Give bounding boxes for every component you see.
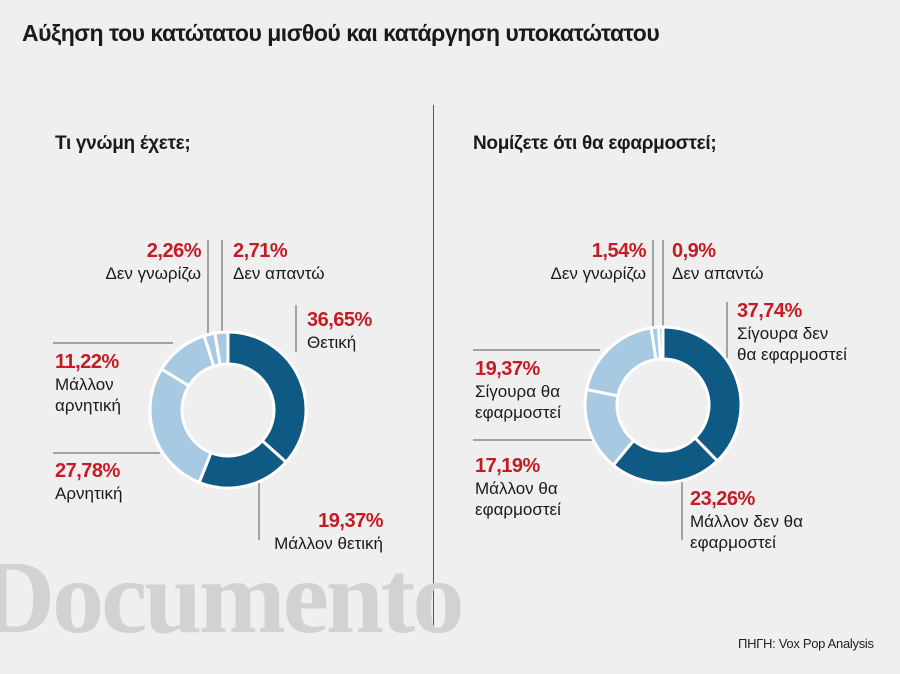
- pct-rather-will: 17,19%: [475, 455, 540, 477]
- donut-slice-0-2: [148, 366, 213, 485]
- pct-rather-negative: 11,22%: [55, 351, 119, 373]
- pct-no-answer-2: 0,9%: [672, 240, 716, 262]
- donut-chart-implementation: [583, 325, 743, 485]
- label-no-answer-2: 0,9% Δεν απαντώ: [672, 240, 764, 284]
- pct-surely-will: 19,37%: [475, 358, 540, 380]
- text-rather-negative: Μάλλον αρνητική: [55, 375, 121, 415]
- label-surely-not: 37,74% Σίγουρα δεν θα εφαρμοστεί: [737, 300, 847, 365]
- donut-slice-1-5: [657, 325, 665, 361]
- source-note: ΠΗΓΗ: Vox Pop Analysis: [738, 636, 874, 651]
- donut-chart-opinion: [148, 330, 308, 490]
- pct-positive: 36,65%: [307, 309, 372, 331]
- pct-no-answer-1: 2,71%: [233, 240, 288, 262]
- text-no-answer-2: Δεν απαντώ: [672, 264, 764, 283]
- pct-dont-know-2: 1,54%: [591, 240, 647, 262]
- watermark-logo: Documento: [0, 540, 464, 655]
- label-no-answer-1: 2,71% Δεν απαντώ: [233, 240, 325, 284]
- text-rather-will: Μάλλον θα εφαρμοστεί: [475, 479, 561, 519]
- label-rather-will: 17,19% Μάλλον θα εφαρμοστεί: [475, 455, 561, 520]
- text-surely-will: Σίγουρα θα εφαρμοστεί: [475, 382, 561, 422]
- pct-rather-not: 23,26%: [690, 488, 755, 510]
- pct-surely-not: 37,74%: [737, 300, 802, 322]
- donut-slice-1-0: [661, 325, 743, 464]
- text-dont-know-2: Δεν γνωρίζω: [550, 264, 646, 283]
- page-title: Αύξηση του κατώτατου μισθού και κατάργησ…: [22, 20, 660, 46]
- label-surely-will: 19,37% Σίγουρα θα εφαρμοστεί: [475, 358, 561, 423]
- label-positive: 36,65% Θετική: [307, 309, 372, 353]
- donut-slice-0-0: [226, 330, 308, 465]
- label-rather-not: 23,26% Μάλλον δεν θα εφαρμοστεί: [690, 488, 803, 553]
- pct-rather-positive: 19,37%: [318, 510, 383, 532]
- chart-1-title: Τι γνώμη έχετε;: [55, 133, 191, 154]
- label-negative: 27,78% Αρνητική: [55, 460, 122, 504]
- column-divider: [433, 105, 434, 632]
- text-rather-positive: Μάλλον θετική: [274, 534, 383, 553]
- pct-dont-know-1: 2,26%: [146, 240, 202, 262]
- text-surely-not: Σίγουρα δεν θα εφαρμοστεί: [737, 324, 847, 364]
- donut-slice-0-5: [213, 330, 230, 367]
- label-dont-know-1: 2,26% Δεν γνωρίζω: [80, 240, 201, 284]
- pct-negative: 27,78%: [55, 460, 120, 482]
- text-negative: Αρνητική: [55, 484, 123, 503]
- chart-2-title: Νομίζετε ότι θα εφαρμοστεί;: [473, 133, 717, 154]
- label-rather-negative: 11,22% Μάλλον αρνητική: [55, 351, 121, 416]
- text-dont-know-1: Δεν γνωρίζω: [105, 264, 201, 283]
- label-rather-positive: 19,37% Μάλλον θετική: [210, 510, 383, 554]
- text-positive: Θετική: [307, 333, 357, 352]
- text-no-answer-1: Δεν απαντώ: [233, 264, 325, 283]
- label-dont-know-2: 1,54% Δεν γνωρίζω: [530, 240, 646, 284]
- text-rather-not: Μάλλον δεν θα εφαρμοστεί: [690, 512, 803, 552]
- donut-slice-1-3: [584, 326, 658, 398]
